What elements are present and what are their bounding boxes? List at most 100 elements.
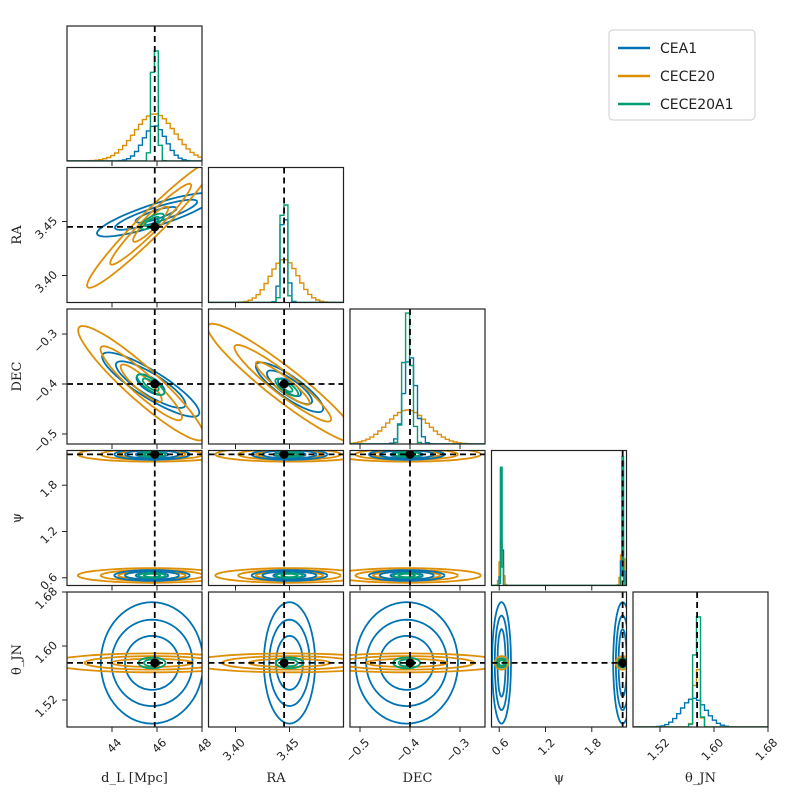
y-tick-label: −0.3 (30, 326, 60, 356)
x-tick-label: 1.8 (581, 735, 604, 758)
panel-frame (66, 449, 203, 587)
y-tick-label: 1.2 (37, 524, 60, 547)
panel-psi-vs-dL (67, 450, 202, 586)
truth-marker (279, 379, 289, 389)
panel-frame (207, 591, 345, 728)
y-tick-label: 1.8 (37, 477, 60, 500)
x-tick-label: 46 (149, 735, 169, 755)
hist-DEC-CECE20 (350, 409, 485, 444)
x-tick-label: 3.45 (274, 735, 302, 763)
panel-DEC-vs-DEC (350, 309, 485, 444)
x-tick-label: 48 (194, 735, 214, 755)
contour-CEA1-1 (114, 198, 199, 231)
y-tick-label: 3.40 (32, 268, 60, 296)
panel-thetaJN-vs-thetaJN (633, 592, 768, 727)
y-axis-label-thetaJN: θ_JN (10, 644, 25, 675)
contour-CECE20-2 (77, 325, 202, 442)
panel-RA-vs-RA (208, 167, 344, 303)
panel-thetaJN-vs-dL (67, 592, 202, 727)
contour-CECE20-1 (83, 655, 202, 671)
truth-marker (279, 658, 289, 668)
panel-frame (349, 308, 486, 445)
contour-CECE20-0-2 (76, 567, 202, 584)
contour-CECE20-1 (233, 343, 333, 423)
contour-CECE20A1-0-1 (137, 572, 167, 579)
panel-psi-vs-RA (208, 450, 344, 586)
x-axis-label-psi: ψ (554, 771, 564, 786)
x-tick-label: 3.40 (220, 735, 248, 763)
x-tick-label: −0.3 (443, 735, 473, 765)
contour-CECE20-2 (350, 652, 485, 674)
contour-CEA1-0-2 (250, 569, 329, 582)
x-axis-label-thetaJN: θ_JN (685, 771, 716, 786)
contour-CECE20-1 (109, 182, 193, 266)
hist-psi-CEA1 (491, 461, 627, 586)
y-axis-label-DEC: DEC (10, 362, 25, 392)
contour-CEA1-0-2 (367, 569, 446, 582)
legend-label-CEA1: CEA1 (660, 41, 697, 57)
contour-CEA1-1-2 (113, 450, 191, 461)
contour-CECE20A1-0 (143, 215, 161, 228)
panel-frame (490, 449, 628, 587)
y-tick-label: −0.5 (30, 426, 60, 456)
panel-dL-vs-dL (67, 26, 202, 161)
contour-CECE20A1-0-1 (275, 572, 304, 579)
hist-thetaJN-CECE20A1 (633, 616, 768, 727)
truth-marker (405, 450, 415, 459)
contour-CECE20-1-2 (350, 450, 482, 463)
panel-frame (207, 308, 345, 445)
hist-RA-CECE20A1 (208, 204, 344, 303)
y-tick-label: 3.45 (32, 214, 60, 242)
x-axis-label-RA: RA (266, 771, 286, 786)
x-tick-label: 1.52 (644, 735, 672, 763)
contour-CECE20-2 (86, 167, 202, 289)
contour-CEA1-0-1 (378, 570, 435, 581)
contour-CECE20A1-0-0 (142, 573, 162, 578)
hist-psi-CECE20 (491, 539, 627, 586)
panel-DEC-vs-RA (208, 309, 344, 444)
x-tick-label: 1.68 (752, 735, 780, 763)
contour-CEA1-0 (124, 634, 180, 691)
legend-box (608, 29, 756, 121)
contour-CEA1-0-2 (113, 569, 191, 582)
panel-thetaJN-vs-DEC (350, 592, 485, 727)
contour-CECE20-0-2 (214, 567, 344, 584)
truth-marker (279, 450, 289, 459)
contour-CEA1-1 (115, 360, 187, 409)
truth-marker (150, 658, 160, 668)
panel-RA-vs-dL (67, 167, 202, 303)
x-tick-label: 0.6 (489, 735, 512, 758)
contour-CECE20A1-1-1 (617, 657, 627, 669)
hist-dL-CEA1 (67, 125, 202, 161)
contour-CECE20-0 (365, 657, 449, 668)
legend: CEA1 CECE20 CECE20A1 (608, 29, 756, 121)
panel-frame (632, 591, 769, 728)
panel-DEC-vs-dL (67, 309, 202, 444)
hist-RA-CEA1 (208, 219, 344, 303)
contour-CECE20A1-1 (275, 656, 304, 670)
truth-marker (150, 379, 160, 389)
truth-marker (405, 658, 415, 668)
truth-marker (618, 658, 627, 668)
contour-CEA1-1-2 (367, 450, 446, 461)
contour-CECE20A1-1-1 (275, 450, 304, 458)
panel-frame (349, 591, 486, 728)
x-axis-label-DEC: DEC (403, 771, 433, 786)
contour-CECE20-2 (208, 322, 344, 442)
contour-CECE20A1-1 (274, 377, 300, 397)
contour-CECE20-2 (208, 652, 344, 674)
panel-frame (490, 591, 628, 728)
panel-thetaJN-vs-RA (208, 592, 344, 727)
contour-CEA1-2 (96, 192, 202, 238)
contour-CECE20-1-2 (214, 450, 344, 463)
truth-marker (150, 222, 160, 232)
x-tick-label: −0.4 (393, 735, 423, 765)
contour-CECE20A1-0-0 (497, 659, 506, 667)
contour-CECE20A1-1 (139, 212, 165, 231)
panel-frame (66, 591, 203, 728)
panel-thetaJN-vs-psi (491, 592, 627, 727)
contour-CEA1-0-1 (124, 570, 180, 581)
y-tick-label: 1.60 (32, 638, 60, 666)
y-tick-label: 1.52 (32, 692, 60, 720)
